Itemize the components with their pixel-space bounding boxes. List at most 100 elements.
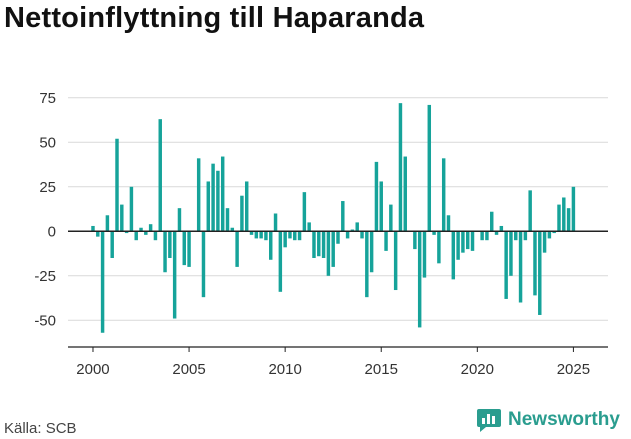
bar-series [91,103,576,333]
bar [528,190,532,232]
bar [91,225,95,232]
bar [244,181,249,232]
bar [432,231,436,235]
bar [264,231,268,241]
x-tick-label: 2000 [76,361,109,378]
bar [235,231,239,267]
bar [422,231,427,278]
bar [317,231,321,257]
bar [240,195,244,232]
bar [417,231,422,328]
y-tick-label: 50 [39,134,56,151]
bar [129,186,134,232]
x-axis: 2000 2005 2010 2015 2020 2025 [68,346,608,378]
bar [288,231,292,239]
x-tick-label: 2010 [268,361,301,378]
chart-title: Nettoinflyttning till Haparanda [4,2,425,34]
bar [220,156,225,232]
bar [134,231,138,241]
bar [547,231,552,239]
bar [374,161,379,232]
bar [571,186,576,232]
bar [124,231,129,234]
bar [365,231,369,298]
bar [331,231,335,267]
bar [105,215,110,232]
bar [254,231,259,239]
bar [120,204,124,232]
bar [533,231,537,296]
bar [230,227,235,232]
bar [360,231,364,239]
bar [523,231,528,241]
y-tick-label: 0 [48,223,56,240]
bar [336,231,340,244]
bar [514,231,518,241]
bar [326,231,331,276]
bar [168,231,172,258]
x-tick-label: 2025 [557,361,590,378]
bar [403,156,407,232]
bar [470,231,475,251]
bar [499,225,504,232]
bar-chart: 2000 2005 2010 2015 2020 2025 -50 -25 0 25 50 75 [34,90,608,378]
y-axis-ticks: -50 -25 0 25 50 75 [34,90,56,329]
bar [158,119,162,232]
bar [485,231,489,241]
bar [206,181,211,232]
bar [465,231,470,250]
x-tick-label: 2015 [365,361,398,378]
bar [163,231,167,273]
bar [144,231,148,235]
bar [302,192,307,232]
bar [307,222,311,232]
bar [345,231,350,239]
bar [504,231,508,299]
bar [538,231,542,315]
bar [461,231,465,253]
bar [480,231,484,241]
bar [494,231,499,235]
bar [552,231,556,234]
bar [177,208,182,232]
bar [490,211,494,232]
bar [393,231,398,291]
gridlines [68,97,608,321]
bar [172,231,177,319]
newsworthy-logo[interactable]: Newsworthy [476,407,620,433]
bar [110,231,114,258]
bar [115,138,119,232]
bar [441,158,446,232]
bar [153,231,158,241]
bar [100,231,105,333]
bar [148,224,153,232]
bar [259,231,263,239]
bar [278,231,283,292]
bar [187,231,191,267]
bar [413,231,417,250]
x-tick-label: 2020 [461,361,494,378]
bar [225,208,230,232]
bar [451,231,456,280]
bar [297,231,302,241]
bar [389,204,393,232]
bar [269,231,273,260]
bar [384,231,388,251]
bar [446,215,451,232]
bar [312,231,316,258]
bar [562,197,566,232]
bar [369,231,374,273]
bar [216,170,220,232]
bar [557,204,561,232]
bar [283,231,287,248]
source-note: Källa: SCB [4,420,77,437]
bar [293,231,297,241]
x-tick-label: 2005 [172,361,205,378]
bar [273,213,278,232]
bar [355,222,359,232]
bar [379,181,383,232]
bar [321,231,326,258]
bar [456,231,460,260]
bar [437,231,441,264]
bar [139,227,143,232]
